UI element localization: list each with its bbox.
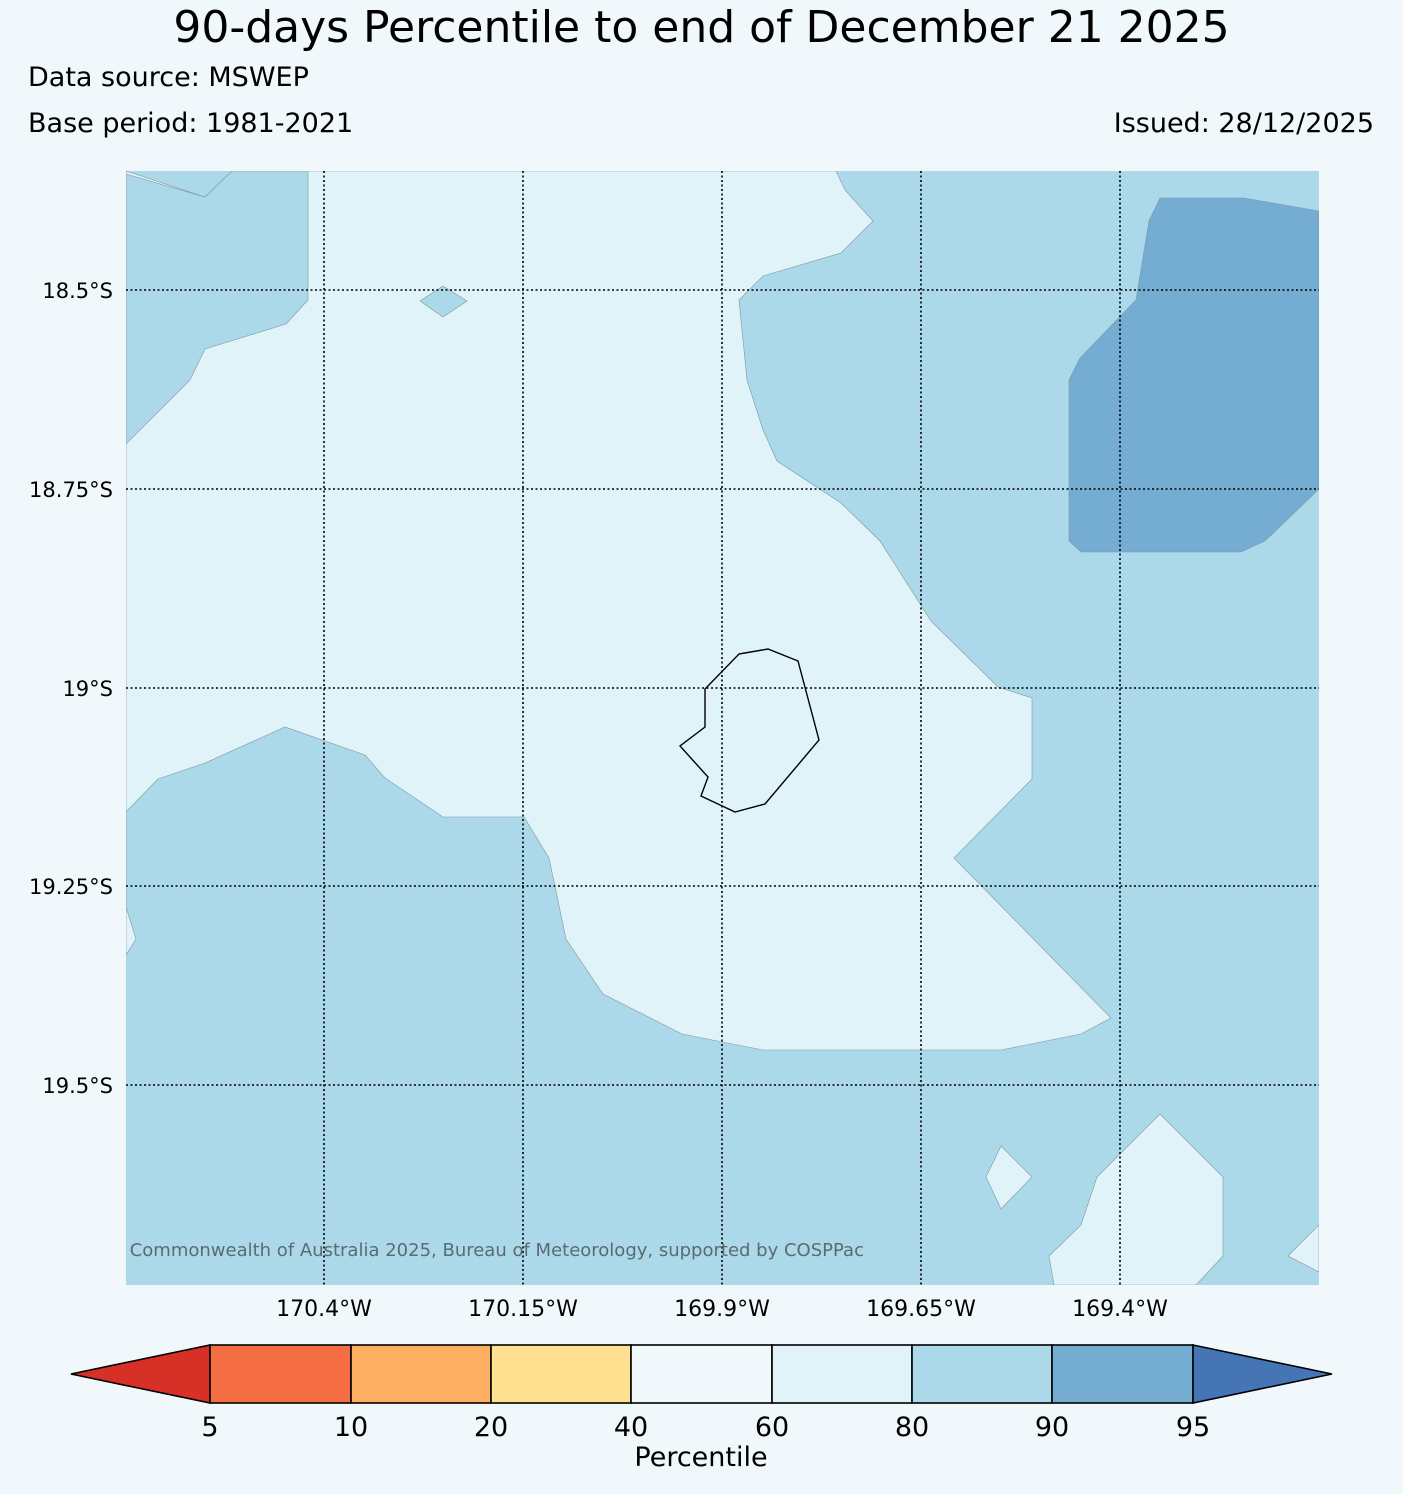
lat-label: 18.5°S xyxy=(42,279,113,303)
colorbar-segment-90-95 xyxy=(1051,1344,1194,1404)
region-95-plus xyxy=(1068,197,1319,553)
colorbar-tick: 40 xyxy=(614,1412,648,1443)
colorbar-segment-above-95 xyxy=(1192,1344,1333,1404)
lon-label: 169.65°W xyxy=(866,1297,976,1322)
region-80-90-southeast xyxy=(1287,1224,1319,1273)
colorbar-tick: 80 xyxy=(895,1412,929,1443)
lat-label: 19.25°S xyxy=(29,875,113,899)
colorbar-title: Percentile xyxy=(634,1442,767,1473)
colorbar-tick: 20 xyxy=(474,1412,508,1443)
lon-label: 169.9°W xyxy=(674,1297,770,1322)
base-period-label: Base period: 1981-2021 xyxy=(28,108,354,139)
graticule xyxy=(126,171,1319,1285)
map-title: 90-days Percentile to end of December 21… xyxy=(173,2,1230,53)
colorbar-tick: 10 xyxy=(334,1412,368,1443)
region-80-90-south-small xyxy=(985,1145,1033,1210)
lon-label: 170.15°W xyxy=(468,1297,578,1322)
map-canvas: © Commonwealth of Australia 2025, Bureau… xyxy=(106,171,1319,1285)
colorbar-segment-60-80 xyxy=(771,1344,913,1404)
colorbar-segment-below-5 xyxy=(70,1344,211,1404)
issued-date-label: Issued: 28/12/2025 xyxy=(1113,108,1374,139)
region-90-95-northwest xyxy=(126,171,309,445)
colorbar-tick: 90 xyxy=(1035,1412,1069,1443)
colorbar xyxy=(70,1344,1333,1404)
lon-label: 169.4°W xyxy=(1072,1297,1168,1322)
region-80-90-south xyxy=(1048,1113,1224,1285)
lat-label: 18.75°S xyxy=(29,478,113,502)
lat-label: 19.5°S xyxy=(42,1074,113,1098)
colorbar-segment-5-10 xyxy=(209,1344,352,1404)
region-80-90 xyxy=(126,171,1112,1051)
colorbar-segment-40-60 xyxy=(630,1344,773,1404)
data-source-label: Data source: MSWEP xyxy=(28,62,309,93)
colorbar-segment-10-20 xyxy=(350,1344,492,1404)
lon-label: 170.4°W xyxy=(276,1297,372,1322)
colorbar-tick: 5 xyxy=(201,1412,218,1443)
colorbar-tick: 60 xyxy=(755,1412,789,1443)
colorbar-tick: 95 xyxy=(1176,1412,1210,1443)
lat-label: 19°S xyxy=(62,677,113,701)
island-outline xyxy=(678,648,820,813)
region-90-95-small xyxy=(419,285,468,318)
colorbar-segment-80-90 xyxy=(911,1344,1053,1404)
copyright-notice: © Commonwealth of Australia 2025, Bureau… xyxy=(106,1240,864,1261)
colorbar-segment-20-40 xyxy=(490,1344,632,1404)
